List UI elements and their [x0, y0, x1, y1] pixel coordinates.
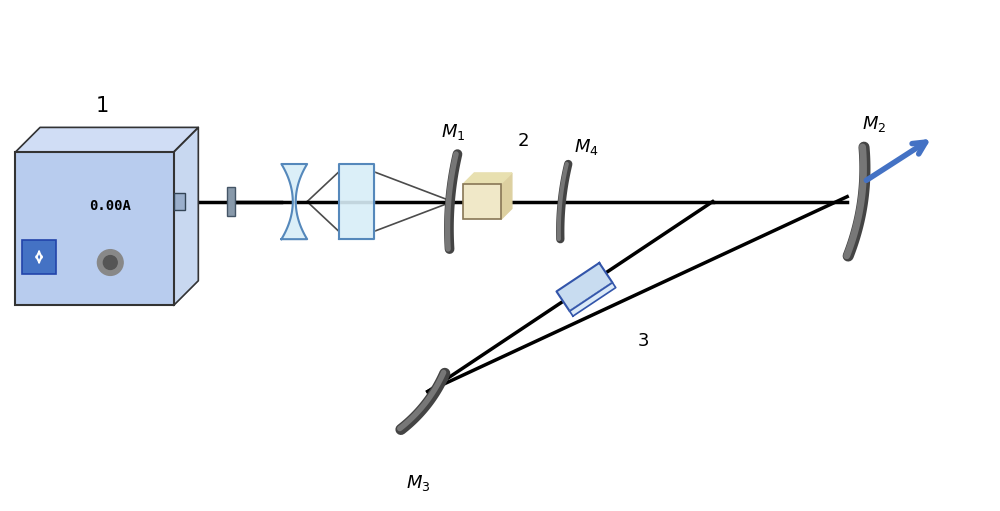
Text: $M_3$: $M_3$: [406, 473, 430, 493]
Text: 0.00A: 0.00A: [89, 199, 131, 213]
Polygon shape: [556, 263, 612, 311]
Bar: [22, 240, 56, 274]
Text: $M_4$: $M_4$: [574, 137, 598, 157]
Polygon shape: [281, 164, 307, 239]
Polygon shape: [463, 173, 512, 184]
Circle shape: [97, 250, 123, 275]
Polygon shape: [339, 164, 374, 239]
Polygon shape: [174, 127, 198, 306]
Text: 3: 3: [638, 332, 650, 350]
Text: 2: 2: [518, 132, 529, 150]
Text: $M_1$: $M_1$: [441, 122, 466, 142]
Bar: [463, 184, 501, 219]
Text: 1: 1: [95, 96, 109, 115]
Polygon shape: [570, 283, 616, 316]
Polygon shape: [501, 173, 512, 219]
Bar: [174, 193, 185, 211]
Polygon shape: [15, 127, 198, 152]
Bar: [227, 187, 235, 217]
Circle shape: [103, 256, 117, 269]
Bar: [15, 152, 174, 306]
Text: $M_2$: $M_2$: [862, 114, 886, 134]
